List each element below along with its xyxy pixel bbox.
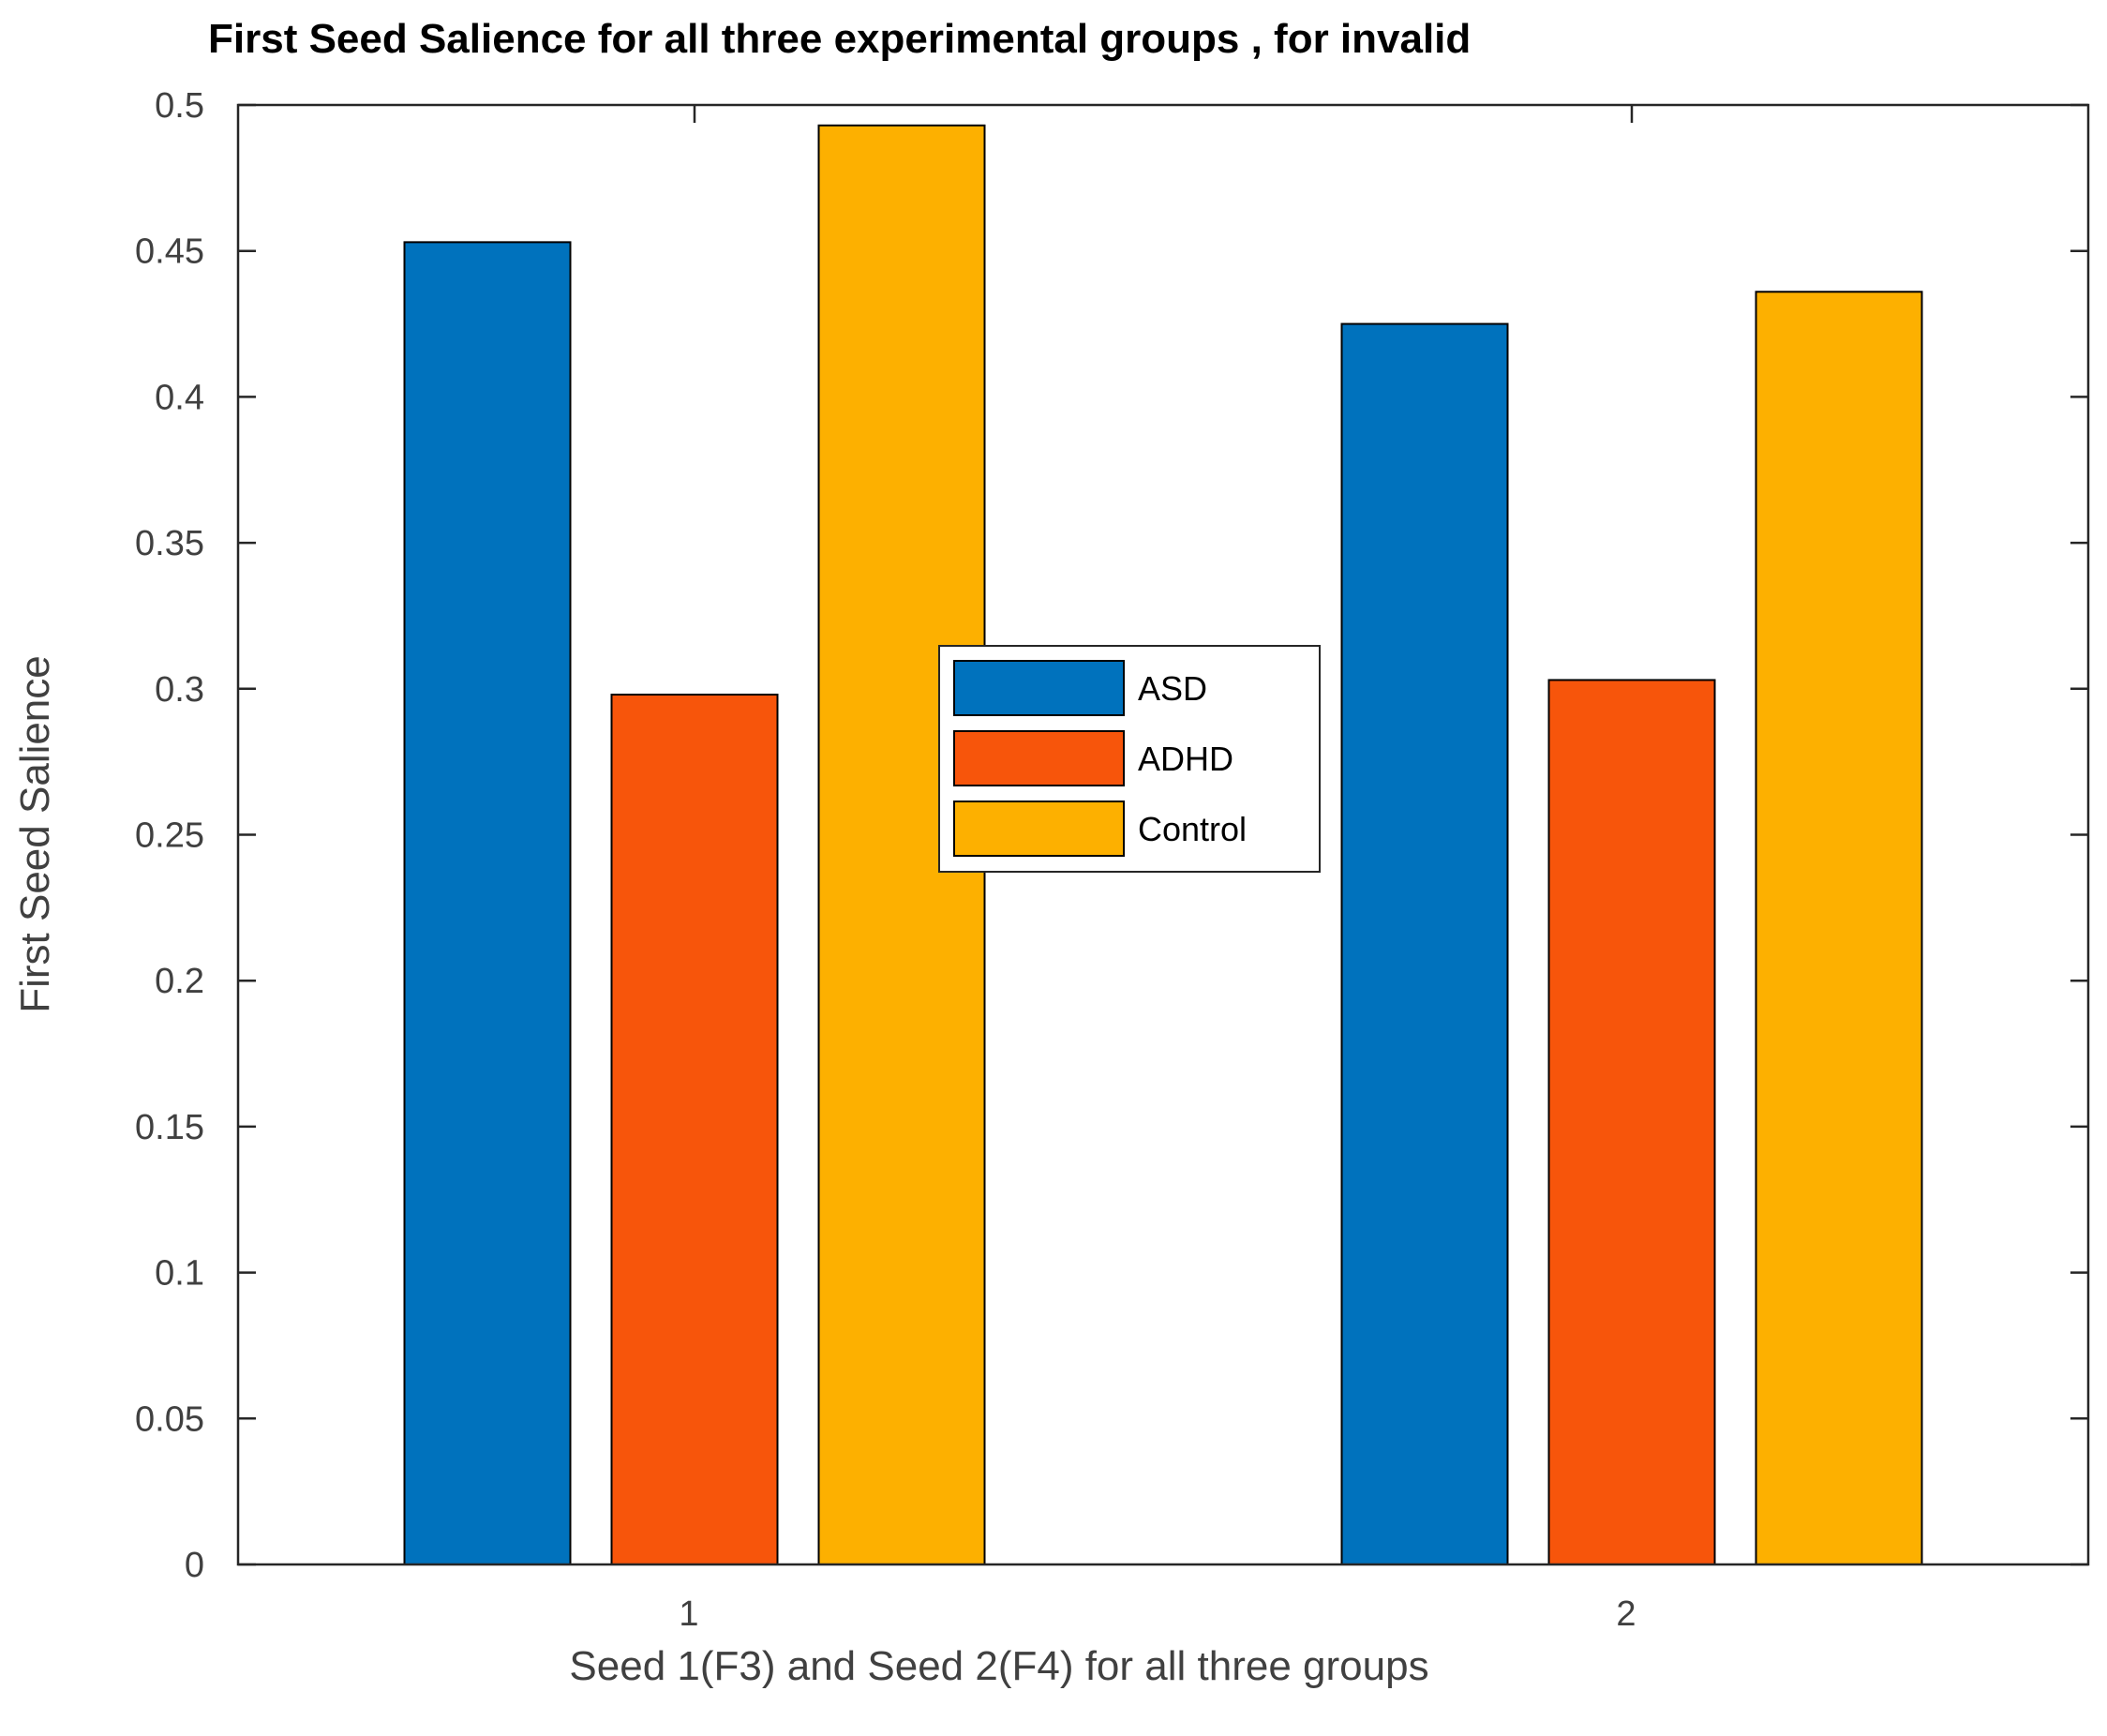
x-tick-label: 1 bbox=[679, 1594, 698, 1634]
legend-swatch-adhd bbox=[953, 730, 1125, 786]
y-axis-label: First Seed Salience bbox=[12, 655, 58, 1013]
y-tick-label: 0.2 bbox=[155, 962, 204, 1001]
y-tick-label: 0.25 bbox=[135, 816, 204, 856]
y-tick-label: 0.3 bbox=[155, 670, 204, 710]
y-tick-label: 0.5 bbox=[155, 86, 204, 126]
bar-control-2 bbox=[1755, 291, 1923, 1565]
legend: ASD ADHD Control bbox=[938, 645, 1321, 873]
y-tick-label: 0.35 bbox=[135, 524, 204, 563]
bar-adhd-1 bbox=[610, 694, 779, 1565]
legend-swatch-asd bbox=[953, 660, 1125, 716]
y-tick-label: 0.45 bbox=[135, 232, 204, 272]
y-tick-label: 0.15 bbox=[135, 1108, 204, 1147]
bar-asd-1 bbox=[403, 241, 572, 1565]
bar-adhd-2 bbox=[1547, 679, 1716, 1565]
y-axis-ticks: 0 0.05 0.1 0.15 0.2 0.25 0.3 0.35 0.4 0.45 0.5 bbox=[135, 86, 2088, 1585]
legend-label-control: Control bbox=[1138, 810, 1247, 848]
legend-label-asd: ASD bbox=[1138, 669, 1207, 708]
y-tick-label: 0 bbox=[185, 1546, 204, 1585]
plot-frame bbox=[236, 103, 2090, 1566]
legend-label-adhd: ADHD bbox=[1138, 740, 1233, 778]
bars bbox=[403, 124, 1923, 1566]
x-tick-label: 2 bbox=[1616, 1594, 1636, 1634]
y-tick-label: 0.05 bbox=[135, 1399, 204, 1439]
y-tick-label: 0.1 bbox=[155, 1254, 204, 1294]
chart-title: First Seed Salience for all three experi… bbox=[208, 16, 1471, 62]
bar-asd-2 bbox=[1340, 322, 1509, 1565]
y-tick-label: 0.4 bbox=[155, 378, 204, 417]
legend-swatch-control bbox=[953, 801, 1125, 857]
x-axis-label: Seed 1(F3) and Seed 2(F4) for all three … bbox=[569, 1643, 1428, 1689]
